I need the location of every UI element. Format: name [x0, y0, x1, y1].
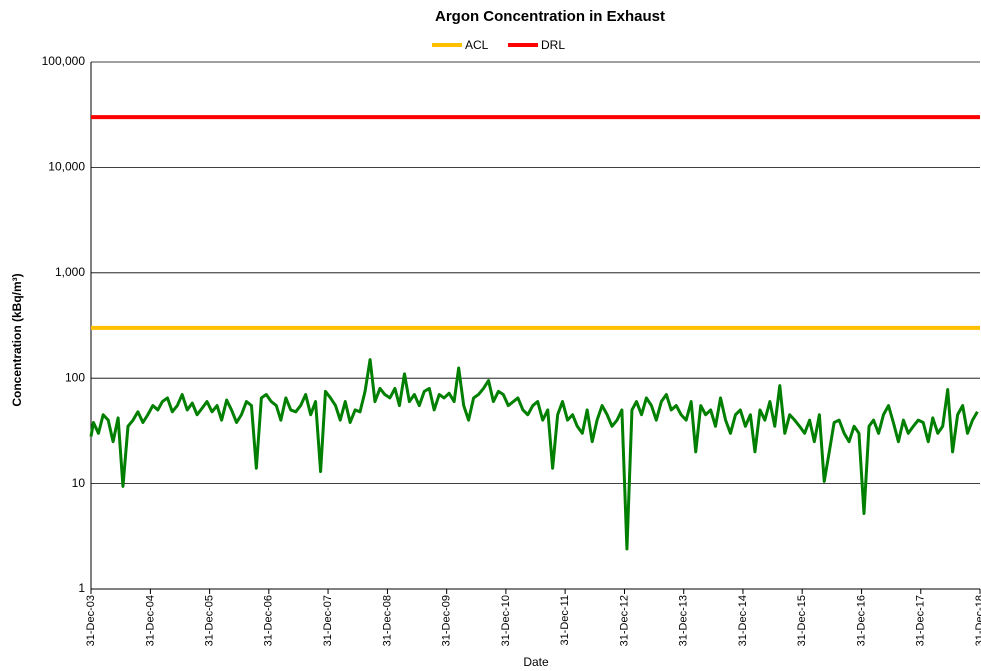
- y-tick-label: 1: [78, 581, 85, 595]
- x-tick-label: 31-Dec-07: [322, 595, 334, 646]
- y-tick-label: 1,000: [55, 265, 85, 279]
- y-tick-label: 10,000: [48, 160, 85, 174]
- x-tick-label: 31-Dec-11: [559, 595, 571, 646]
- y-tick-label: 100,000: [42, 54, 86, 68]
- legend-label: DRL: [541, 38, 565, 52]
- x-tick-label: 31-Dec-16: [855, 595, 867, 646]
- y-tick-label: 10: [72, 476, 86, 490]
- x-tick-label: 31-Dec-18: [974, 595, 981, 646]
- data-line: [89, 358, 979, 551]
- chart-title: Argon Concentration in Exhaust: [435, 8, 665, 25]
- x-tick-label: 31-Dec-12: [618, 595, 630, 646]
- x-tick-label: 31-Dec-17: [915, 595, 927, 646]
- x-tick-label: 31-Dec-09: [441, 595, 453, 646]
- y-axis-label: Concentration (kBq/m³): [10, 273, 24, 406]
- x-tick-label: 31-Dec-15: [796, 595, 808, 646]
- x-tick-label: 31-Dec-04: [144, 595, 156, 646]
- legend-label: ACL: [465, 38, 489, 52]
- y-tick-label: 100: [65, 370, 85, 384]
- x-tick-label: 31-Dec-13: [678, 595, 690, 646]
- x-tick-label: 31-Dec-05: [204, 595, 216, 646]
- x-tick-label: 31-Dec-14: [737, 595, 749, 646]
- x-tick-label: 31-Dec-10: [500, 595, 512, 646]
- x-tick-label: 31-Dec-03: [85, 595, 97, 646]
- x-tick-label: 31-Dec-06: [263, 595, 275, 646]
- x-tick-label: 31-Dec-08: [381, 595, 393, 646]
- x-axis-label: Date: [523, 655, 549, 669]
